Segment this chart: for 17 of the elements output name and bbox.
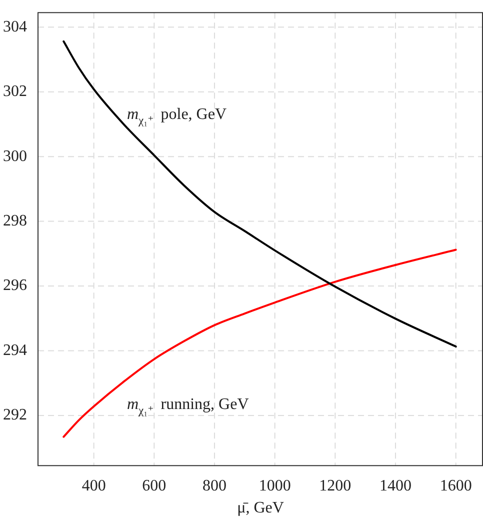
y-tick-label: 302 <box>3 83 27 100</box>
x-tick-label: 1000 <box>258 477 291 494</box>
y-tick-label: 304 <box>3 18 27 36</box>
x-tick-label: 400 <box>82 477 106 494</box>
y-tick-label: 300 <box>3 148 27 165</box>
y-tick-label: 292 <box>3 406 27 424</box>
x-tick-label: 1200 <box>319 477 352 494</box>
y-tick-label: 294 <box>3 342 27 359</box>
y-tick-label: 298 <box>3 212 27 230</box>
line-series <box>62 40 457 348</box>
x-axis-title: μ̄, GeV <box>237 500 284 517</box>
line-series <box>62 248 457 438</box>
x-tick-label: 1400 <box>380 477 412 494</box>
y-tick-label: 296 <box>3 277 27 294</box>
x-tick-label: 600 <box>142 477 166 494</box>
x-tick-label: 1600 <box>440 477 472 494</box>
x-tick-label: 800 <box>202 477 226 494</box>
